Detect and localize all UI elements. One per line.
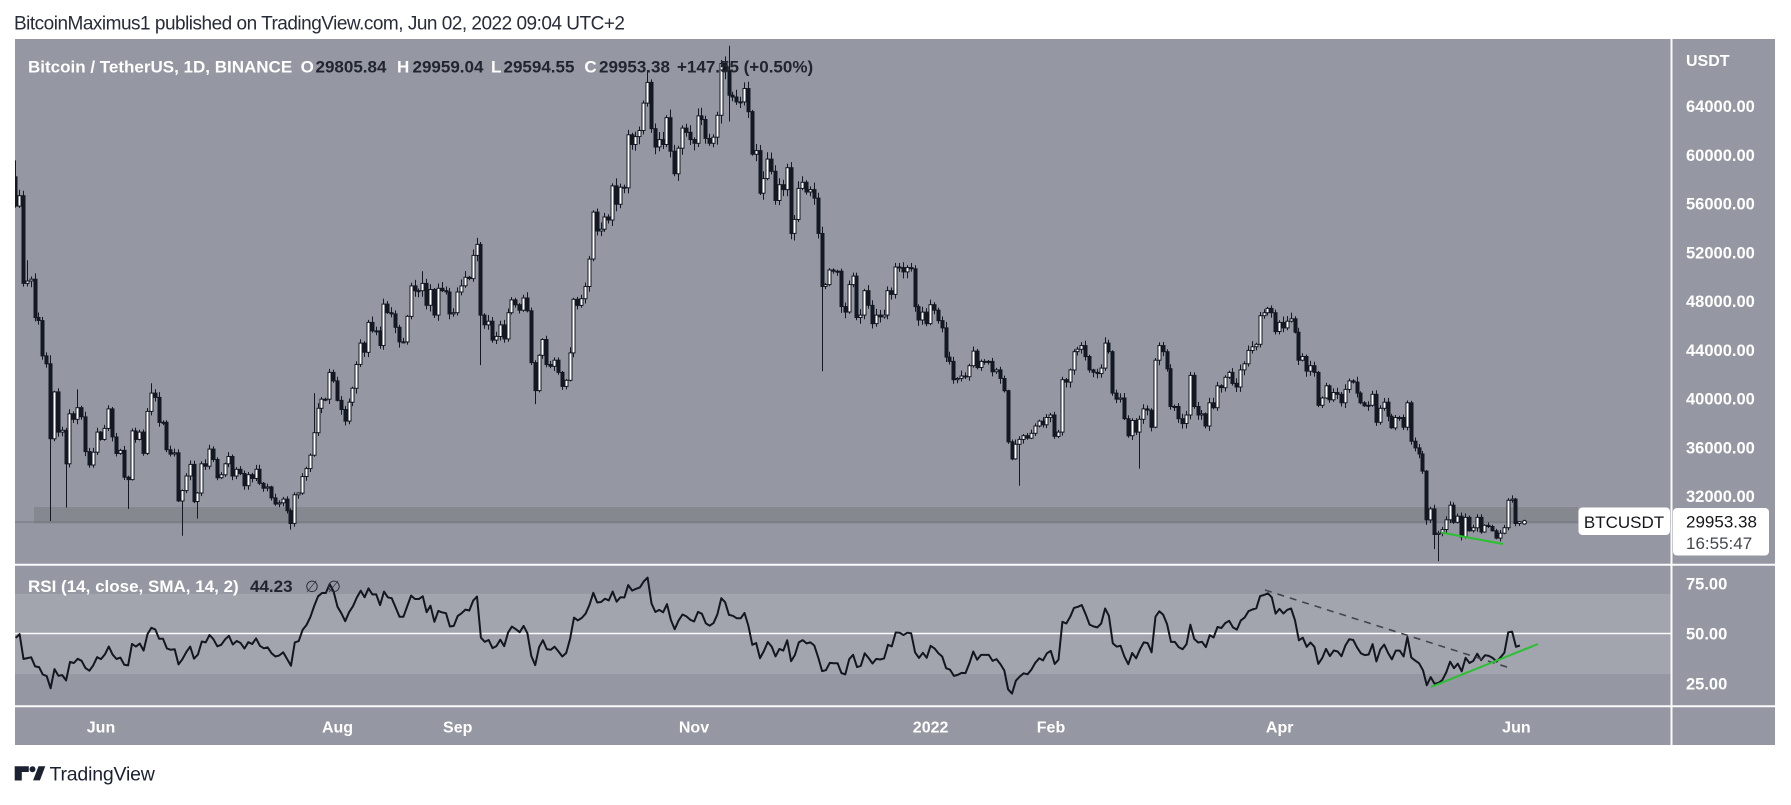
svg-text:O: O [301, 58, 314, 77]
svg-text:29953.38: 29953.38 [599, 58, 670, 77]
svg-text:C: C [584, 58, 596, 77]
svg-text:H: H [397, 58, 409, 77]
svg-text:Sep: Sep [443, 720, 473, 737]
svg-text:60000.00: 60000.00 [1686, 147, 1755, 165]
svg-text:32000.00: 32000.00 [1686, 488, 1755, 506]
svg-text:16:55:47: 16:55:47 [1686, 534, 1752, 553]
svg-text:Nov: Nov [679, 720, 709, 737]
svg-text:USDT: USDT [1686, 53, 1730, 70]
svg-text:L: L [491, 58, 501, 77]
svg-text:BitcoinMaximus1 published on T: BitcoinMaximus1 published on TradingView… [14, 14, 625, 35]
svg-text:52000.00: 52000.00 [1686, 244, 1755, 262]
svg-text:44.23: 44.23 [250, 577, 293, 596]
svg-text:Apr: Apr [1266, 720, 1294, 737]
svg-text:+147.55 (+0.50%): +147.55 (+0.50%) [677, 58, 813, 77]
svg-text:BTCUSDT: BTCUSDT [1584, 513, 1664, 532]
svg-text:64000.00: 64000.00 [1686, 98, 1755, 116]
svg-text:44000.00: 44000.00 [1686, 342, 1755, 360]
svg-text:29594.55: 29594.55 [504, 58, 575, 77]
svg-text:∅: ∅ [305, 579, 319, 596]
svg-text:Feb: Feb [1037, 720, 1066, 737]
svg-text:29805.84: 29805.84 [316, 58, 387, 77]
svg-text:25.00: 25.00 [1686, 676, 1727, 694]
svg-text:29953.38: 29953.38 [1686, 513, 1757, 532]
svg-text:Jun: Jun [87, 720, 115, 737]
svg-text:2022: 2022 [913, 720, 949, 737]
svg-text:48000.00: 48000.00 [1686, 293, 1755, 311]
svg-text:RSI (14, close, SMA, 14, 2): RSI (14, close, SMA, 14, 2) [28, 577, 239, 596]
svg-text:50.00: 50.00 [1686, 626, 1727, 644]
svg-text:∅: ∅ [327, 579, 341, 596]
svg-text:56000.00: 56000.00 [1686, 196, 1755, 214]
svg-text:36000.00: 36000.00 [1686, 439, 1755, 457]
svg-text:29959.04: 29959.04 [413, 58, 484, 77]
svg-text:75.00: 75.00 [1686, 575, 1727, 593]
svg-text:Jun: Jun [1502, 720, 1530, 737]
svg-text:TradingView: TradingView [50, 764, 156, 786]
svg-text:40000.00: 40000.00 [1686, 391, 1755, 409]
svg-text:Bitcoin / TetherUS, 1D, BINANC: Bitcoin / TetherUS, 1D, BINANCE [28, 58, 292, 77]
svg-text:Aug: Aug [322, 720, 353, 737]
